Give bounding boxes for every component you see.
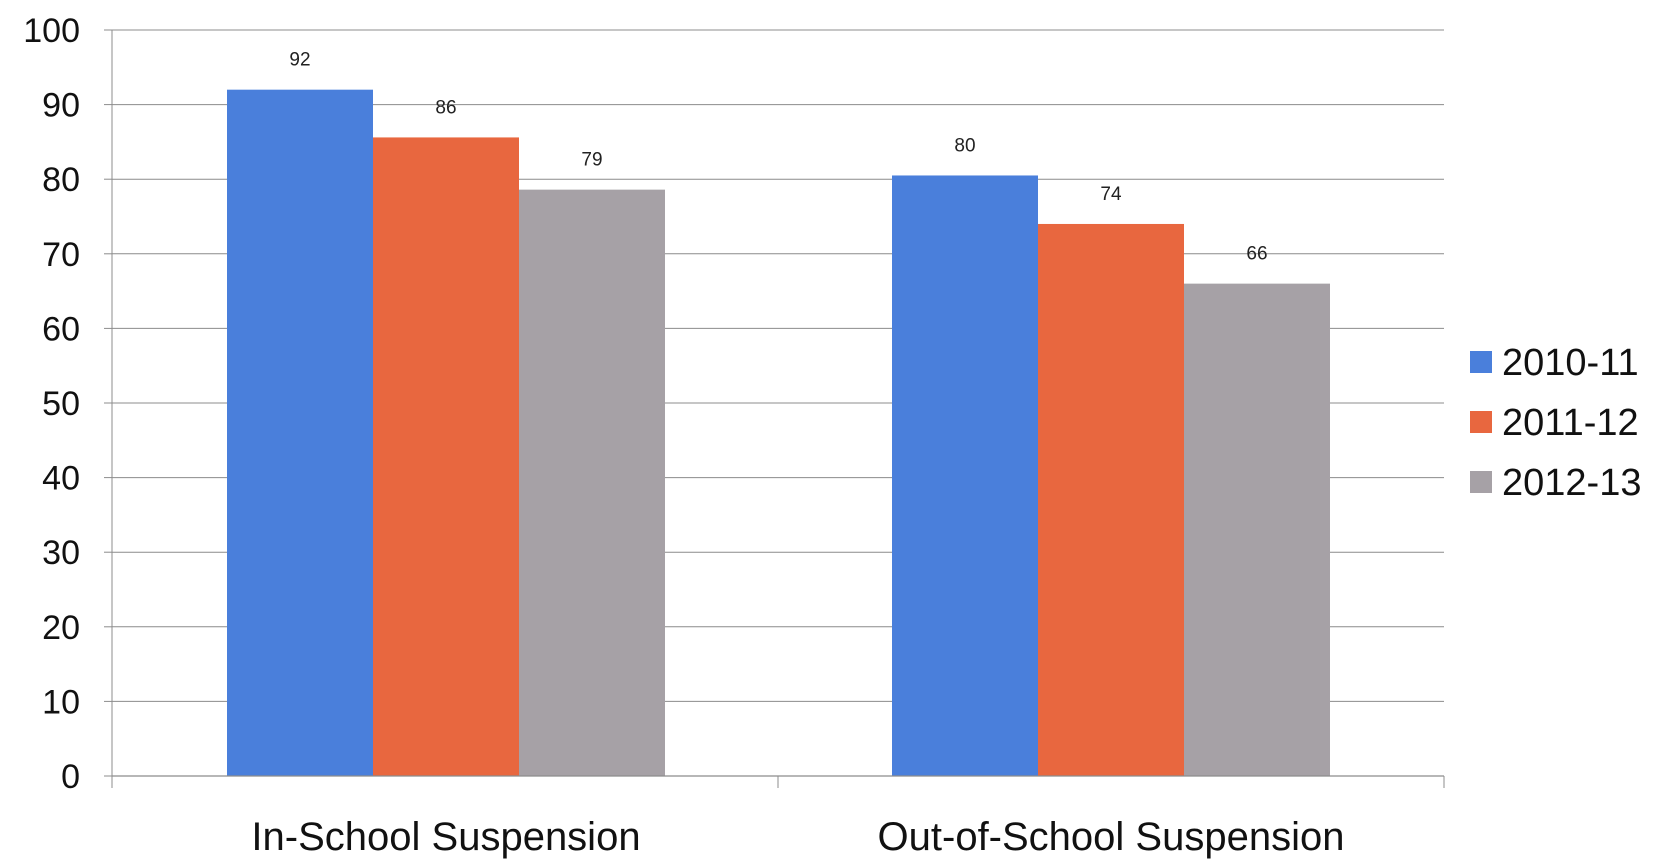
bar-2010-11-0	[227, 89, 373, 777]
bars	[227, 89, 1330, 777]
legend-swatch	[1470, 351, 1492, 373]
data-label: 86	[435, 97, 456, 118]
data-label: 92	[289, 50, 310, 71]
y-tick-label: 0	[61, 758, 80, 796]
legend-item: 2010-11	[1470, 342, 1639, 384]
legend-item: 2011-12	[1470, 402, 1639, 444]
y-tick-label: 80	[42, 161, 80, 199]
bar-2010-11-1	[892, 175, 1038, 777]
bar-2012-13-0	[519, 189, 665, 777]
legend-label: 2010-11	[1502, 342, 1639, 384]
legend-label: 2011-12	[1502, 402, 1639, 444]
y-tick-label: 90	[42, 87, 80, 125]
y-tick-label: 100	[23, 12, 80, 50]
bar-2011-12-0	[373, 137, 519, 776]
y-tick-label: 60	[42, 310, 80, 348]
legend-item: 2012-13	[1470, 462, 1641, 504]
data-label: 80	[954, 135, 975, 156]
legend-swatch	[1470, 471, 1492, 493]
data-label: 74	[1100, 184, 1122, 205]
y-tick-label: 50	[42, 385, 80, 423]
legend-label: 2012-13	[1502, 462, 1641, 504]
x-tick-label: In-School Suspension	[251, 815, 640, 859]
bar-2011-12-1	[1038, 223, 1184, 776]
legend-swatch	[1470, 411, 1492, 433]
y-tick-label: 20	[42, 609, 80, 647]
labels: 0 10 20 30 40 50 60 70 80 90 100 92 80 86 74 79 66 In-Sch…	[23, 12, 1344, 859]
axes	[104, 29, 1445, 788]
y-tick-label: 70	[42, 236, 80, 274]
data-label: 79	[581, 150, 602, 171]
y-tick-label: 40	[42, 460, 80, 498]
x-tick-label: Out-of-School Suspension	[878, 815, 1345, 859]
legend: 2010-11 2011-12 2012-13	[1470, 342, 1641, 504]
y-tick-label: 10	[42, 683, 80, 721]
data-label: 66	[1246, 244, 1267, 265]
y-tick-label: 30	[42, 534, 80, 572]
bar-2012-13-1	[1184, 283, 1330, 776]
